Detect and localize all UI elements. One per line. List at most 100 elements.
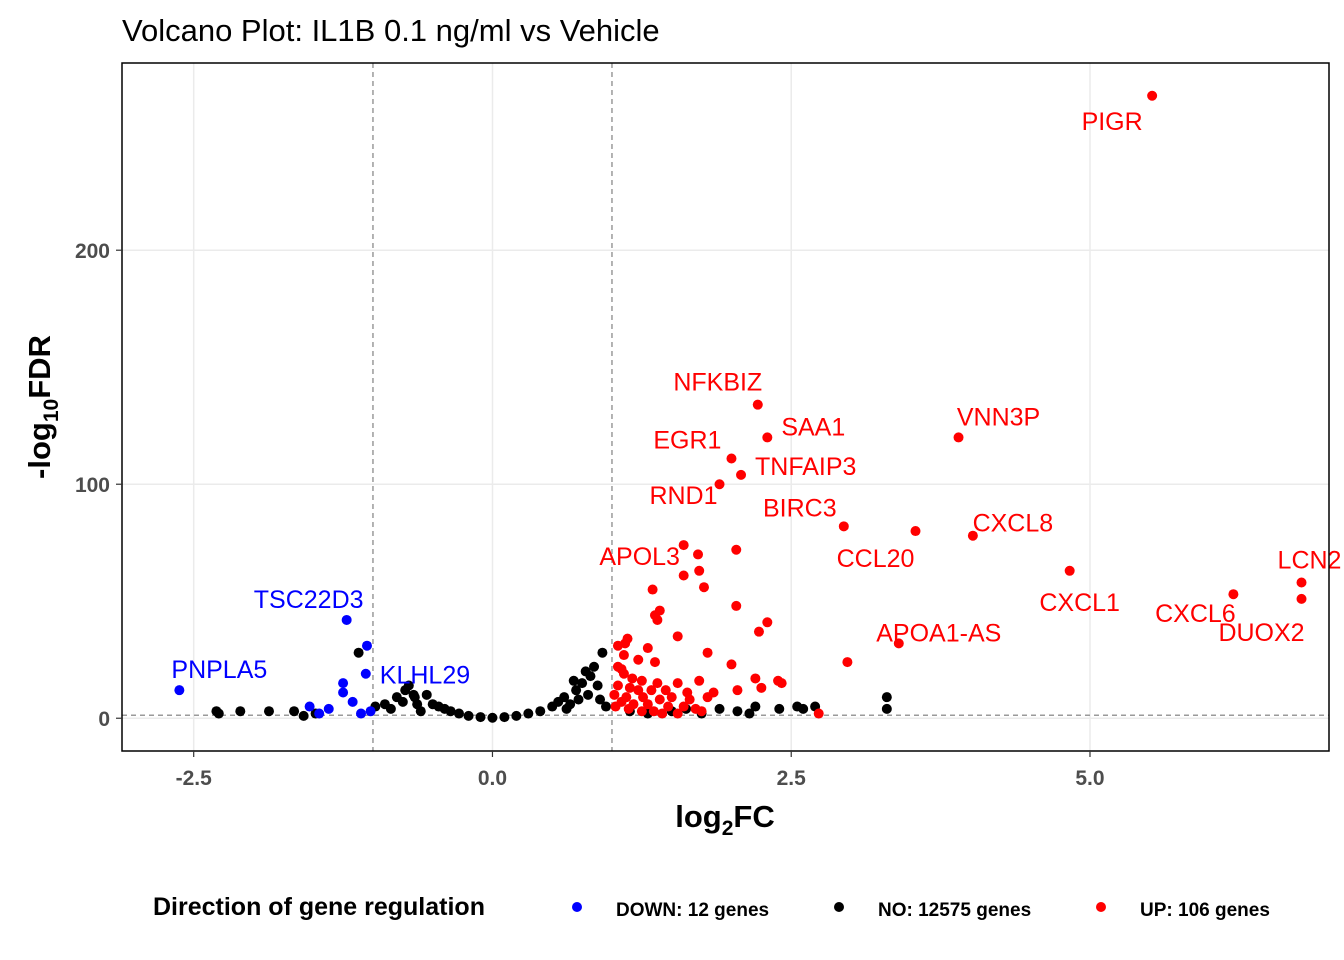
point-up xyxy=(657,708,668,719)
legend-entry-label: DOWN: 12 genes xyxy=(616,900,769,921)
point-up xyxy=(678,701,689,712)
point-up xyxy=(622,633,633,644)
point-no xyxy=(263,706,274,717)
point-up xyxy=(813,708,824,719)
point-up xyxy=(838,521,849,532)
y-axis-label: -log10FDR xyxy=(22,335,63,479)
point-up xyxy=(732,685,743,696)
gene-label: PNPLA5 xyxy=(171,656,267,684)
point-up xyxy=(618,650,629,661)
point-no xyxy=(798,703,809,714)
gene-label: TNFAIP3 xyxy=(755,453,856,481)
gene-label: RND1 xyxy=(649,482,717,510)
plot-border xyxy=(121,62,1330,752)
point-up xyxy=(649,657,660,668)
x-tick-label: 2.5 xyxy=(777,767,807,790)
point-up xyxy=(750,673,761,684)
point-up xyxy=(612,680,623,691)
point-up xyxy=(672,678,683,689)
point-no xyxy=(298,710,309,721)
point-no xyxy=(421,689,432,700)
y-tick-label: 0 xyxy=(98,708,110,731)
point-no xyxy=(561,703,572,714)
point-no xyxy=(415,706,426,717)
point-up xyxy=(627,673,638,684)
y-axis-ticks: 0 100 200 xyxy=(75,240,122,731)
point-up xyxy=(694,565,705,576)
legend-key xyxy=(1096,902,1106,912)
y-tick-label: 200 xyxy=(75,240,110,263)
legend-key xyxy=(572,902,582,912)
point-up xyxy=(642,643,653,654)
point-up xyxy=(726,453,737,464)
point-up xyxy=(753,626,764,637)
point-no xyxy=(403,680,414,691)
point-no xyxy=(213,708,224,719)
point-up xyxy=(638,692,649,703)
point-up xyxy=(893,638,904,649)
point-up xyxy=(652,614,663,625)
point-up xyxy=(1228,589,1239,600)
x-tick-label: 5.0 xyxy=(1075,767,1104,790)
point-no xyxy=(454,708,465,719)
point-up xyxy=(752,399,763,410)
point-up xyxy=(618,668,629,679)
point-no xyxy=(475,712,486,723)
point-no xyxy=(568,675,579,686)
gene-label: BIRC3 xyxy=(763,494,837,522)
point-up xyxy=(672,631,683,642)
point-up xyxy=(624,682,635,693)
point-up xyxy=(648,706,659,717)
point-no xyxy=(744,708,755,719)
point-up xyxy=(636,675,647,686)
gene-label: CXCL8 xyxy=(973,510,1054,538)
point-up xyxy=(646,685,657,696)
point-up xyxy=(642,699,653,710)
point-no xyxy=(774,703,785,714)
gene-label: NFKBIZ xyxy=(673,369,762,397)
point-up xyxy=(612,640,623,651)
point-no xyxy=(714,703,725,714)
x-tick-label: -2.5 xyxy=(176,767,213,790)
point-up xyxy=(694,675,705,686)
point-no xyxy=(535,706,546,717)
point-no xyxy=(750,701,761,712)
point-up xyxy=(633,654,644,665)
legend: Direction of gene regulation DOWN: 12 ge… xyxy=(153,893,1270,921)
point-no xyxy=(408,689,419,700)
point-up xyxy=(609,689,620,700)
point-up xyxy=(666,692,677,703)
point-up xyxy=(731,544,742,555)
point-no xyxy=(523,708,534,719)
point-up xyxy=(610,701,621,712)
legend-title: Direction of gene regulation xyxy=(153,893,485,921)
point-up xyxy=(654,694,665,705)
point-no xyxy=(353,647,364,658)
x-tick-label: 0.0 xyxy=(478,767,507,790)
point-down xyxy=(338,687,349,698)
point-down xyxy=(365,706,376,717)
point-down xyxy=(361,640,372,651)
gene-label: APOL3 xyxy=(599,543,680,571)
point-up xyxy=(698,582,709,593)
point-no xyxy=(597,647,608,658)
point-up xyxy=(762,617,773,628)
point-no xyxy=(289,706,300,717)
point-no xyxy=(487,712,498,723)
point-no xyxy=(592,680,603,691)
gene-label: CXCL1 xyxy=(1039,589,1120,617)
gene-label: EGR1 xyxy=(653,426,721,454)
point-up xyxy=(714,479,725,490)
point-up xyxy=(1064,565,1075,576)
point-up xyxy=(678,570,689,581)
point-up xyxy=(842,657,853,668)
point-up xyxy=(731,600,742,611)
point-down xyxy=(356,708,367,719)
legend-entry-label: UP: 106 genes xyxy=(1140,900,1270,921)
gene-label: LCN2 xyxy=(1278,547,1342,575)
gene-label: CXCL6 xyxy=(1155,600,1236,628)
legend-entries: DOWN: 12 genes NO: 12575 genes UP: 106 gen… xyxy=(572,900,1270,921)
point-up xyxy=(660,685,671,696)
